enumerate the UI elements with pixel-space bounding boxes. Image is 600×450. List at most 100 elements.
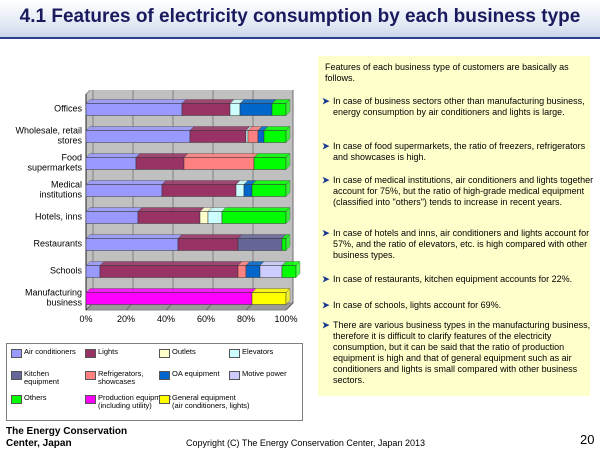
bullet-item: ➤ In case of food supermarkets, the rati…	[322, 141, 595, 163]
arrow-bullet-icon: ➤	[322, 228, 330, 238]
bar-segment	[183, 157, 255, 170]
bar-segment	[229, 103, 241, 116]
legend-swatch	[229, 371, 240, 380]
arrow-bullet-icon: ➤	[322, 274, 330, 284]
legend-label: Production equipment (including utility)	[98, 393, 171, 410]
bar-segment	[237, 265, 247, 278]
bullet-text: In case of business sectors other than m…	[333, 96, 585, 117]
slide-title: 4.1 Features of electricity consumption …	[19, 6, 581, 27]
bar-side	[285, 207, 291, 224]
x-tick-label: 60%	[197, 314, 215, 324]
category-label: Wholesale, retail	[15, 126, 82, 136]
legend-swatch	[159, 349, 170, 358]
x-tick-label: 100%	[274, 314, 297, 324]
bar-segment	[281, 265, 297, 278]
bullet-text: In case of restaurants, kitchen equipmen…	[333, 274, 573, 284]
title-bar	[0, 0, 600, 38]
bar-segment	[271, 103, 287, 116]
bullet-item: ➤ In case of medical institutions, air c…	[322, 175, 595, 208]
bar-segment-top	[85, 234, 183, 239]
bar-segment	[85, 238, 179, 251]
bar-segment	[177, 238, 239, 251]
legend-label: Outlets	[172, 347, 196, 356]
bar-segment-top	[253, 153, 291, 158]
bar-segment	[85, 103, 183, 116]
bar-segment-top	[85, 288, 257, 293]
bar-segment-top	[237, 234, 287, 239]
bar-segment	[207, 211, 223, 224]
legend-swatch	[85, 395, 96, 404]
arrow-bullet-icon: ➤	[322, 320, 330, 330]
org-line-1: The Energy Conservation	[6, 426, 128, 437]
legend-label: Elevators	[242, 347, 274, 356]
bullet-text: In case of hotels and inns, air conditio…	[333, 228, 590, 260]
bullet-text: In case of food supermarkets, the ratio …	[333, 141, 586, 162]
bar-segment-top	[183, 153, 259, 158]
legend-swatch	[85, 349, 96, 358]
legend-label: Others	[24, 393, 47, 402]
category-label: Schools	[50, 266, 83, 276]
category-label: Restaurants	[33, 239, 82, 249]
category-label: Hotels, inns	[35, 212, 83, 222]
bar-segment-top	[181, 99, 235, 104]
bar-segment-top	[161, 180, 241, 185]
bar-segment	[85, 130, 191, 143]
bar-segment	[239, 103, 273, 116]
bar-side	[285, 288, 291, 305]
legend-swatch	[11, 371, 22, 380]
arrow-bullet-icon: ➤	[322, 300, 330, 310]
legend-swatch	[159, 371, 170, 380]
bar-segment	[85, 265, 101, 278]
category-label: stores	[57, 136, 82, 146]
bullet-item: ➤ In case of schools, lights account for…	[322, 300, 595, 311]
bullet-item: ➤ There are various business types in th…	[322, 320, 595, 386]
bar-segment	[85, 211, 139, 224]
bar-segment	[221, 211, 287, 224]
category-label: Medical	[51, 180, 82, 190]
footer-organization: The Energy Conservation Center, Japan	[6, 426, 127, 450]
legend-label: Air conditioners	[24, 347, 76, 356]
bar-segment-top	[85, 207, 143, 212]
x-tick-label: 80%	[237, 314, 255, 324]
bar-segment	[237, 238, 283, 251]
bar-segment	[189, 130, 247, 143]
arrow-bullet-icon: ➤	[322, 96, 330, 106]
bar-side	[285, 234, 291, 251]
legend-label: Lights	[98, 347, 119, 356]
x-tick-label: 0%	[79, 314, 92, 324]
bar-segment	[161, 184, 237, 197]
bar-side	[285, 126, 291, 143]
category-label: Manufacturing	[25, 288, 82, 298]
bar-segment-top	[263, 126, 291, 131]
legend-label: OA equipment	[172, 369, 220, 378]
bar-side	[295, 261, 301, 278]
category-label: business	[46, 298, 82, 308]
bar-segment-top	[221, 207, 291, 212]
bar-side	[285, 99, 291, 116]
bar-segment	[247, 130, 259, 143]
legend-swatch	[159, 395, 170, 404]
bar-segment-top	[85, 99, 187, 104]
legend-swatch	[85, 371, 96, 380]
copyright-text: Copyright (C) The Energy Conservation Ce…	[186, 438, 425, 448]
bar-segment	[99, 265, 239, 278]
features-text-panel: Features of each business type of custom…	[318, 56, 593, 396]
bar-segment	[235, 184, 245, 197]
bullet-item: ➤ In case of restaurants, kitchen equipm…	[322, 274, 595, 285]
page-number: 20	[580, 432, 595, 447]
bar-segment-top	[137, 207, 205, 212]
bar-side	[285, 153, 291, 170]
bullet-text: There are various business types in the …	[333, 320, 591, 385]
bar-segment	[263, 130, 287, 143]
bullet-item: ➤ In case of hotels and inns, air condit…	[322, 228, 595, 261]
category-label: Food	[61, 153, 82, 163]
bar-segment	[251, 184, 287, 197]
bullet-text: In case of medical institutions, air con…	[333, 175, 594, 207]
legend-swatch	[11, 349, 22, 358]
bar-segment-top	[177, 234, 243, 239]
bar-segment	[253, 157, 287, 170]
bar-segment	[181, 103, 231, 116]
category-label: institutions	[39, 190, 82, 200]
arrow-bullet-icon: ➤	[322, 141, 330, 151]
category-label: Offices	[54, 104, 82, 114]
